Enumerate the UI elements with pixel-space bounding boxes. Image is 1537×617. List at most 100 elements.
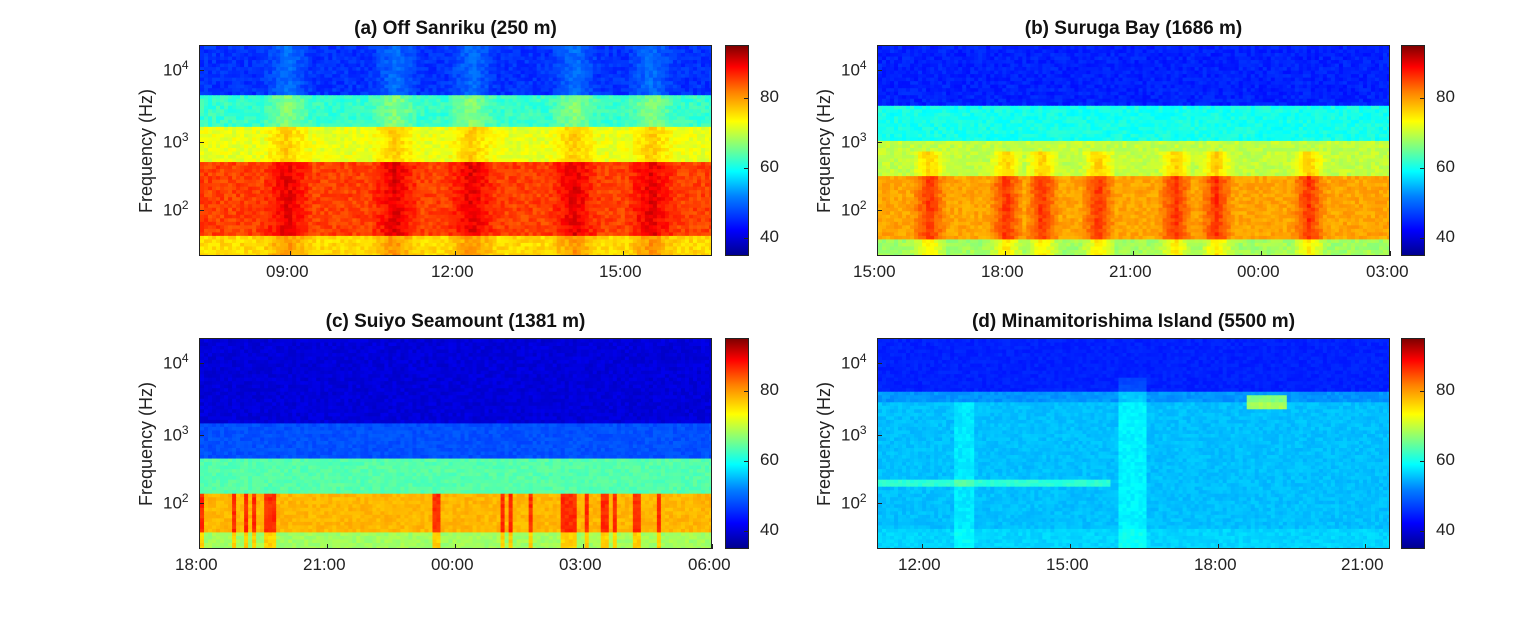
heatmap-cell: [584, 176, 590, 181]
heatmap-cell: [240, 49, 245, 54]
heatmap-cell: [276, 158, 281, 163]
heatmap-cell: [528, 137, 534, 142]
heatmap-cell: [260, 112, 265, 117]
heatmap-cell: [228, 112, 233, 117]
heatmap-cell: [596, 162, 602, 167]
heatmap-cell: [564, 105, 570, 110]
heatmap-cell: [344, 84, 349, 89]
heatmap-cell: [420, 140, 426, 146]
heatmap-cell: [340, 176, 345, 181]
heatmap-cell: [244, 119, 249, 124]
heatmap-cell: [292, 67, 297, 72]
heatmap-cell: [412, 155, 418, 160]
heatmap-cell: [696, 165, 702, 170]
heatmap-cell: [488, 172, 494, 177]
heatmap-cell: [256, 53, 261, 58]
heatmap-cell: [592, 162, 598, 167]
heatmap-cell: [260, 119, 265, 124]
heatmap-cell: [272, 151, 277, 156]
heatmap-cell: [340, 88, 345, 93]
heatmap-cell: [240, 56, 245, 61]
heatmap-cell: [312, 109, 317, 114]
heatmap-cell: [648, 137, 654, 142]
heatmap-cell: [296, 172, 301, 177]
heatmap-cell: [476, 130, 482, 135]
heatmap-cell: [368, 179, 373, 184]
heatmap-cell: [488, 123, 494, 128]
heatmap-cell: [200, 53, 205, 58]
heatmap-cell: [240, 53, 245, 58]
heatmap-cell: [348, 126, 353, 131]
heatmap-cell: [336, 67, 341, 72]
heatmap-cell: [500, 151, 506, 156]
heatmap-cell: [348, 56, 353, 61]
heatmap-cell: [456, 137, 462, 142]
heatmap-cell: [424, 158, 430, 163]
heatmap-cell: [296, 53, 301, 58]
heatmap-cell: [616, 130, 622, 135]
heatmap-cell: [688, 67, 694, 72]
heatmap-cell: [360, 109, 365, 114]
heatmap-cell: [276, 155, 281, 160]
heatmap-cell: [220, 137, 225, 142]
heatmap-cell: [320, 60, 325, 65]
heatmap-cell: [468, 74, 474, 79]
heatmap-cell: [424, 105, 430, 110]
heatmap-cell: [564, 179, 570, 184]
heatmap-cell: [440, 91, 446, 96]
heatmap-cell: [292, 70, 297, 75]
heatmap-cell: [676, 70, 682, 75]
heatmap-cell: [552, 74, 558, 79]
heatmap-cell: [456, 119, 462, 124]
heatmap-cell: [468, 49, 474, 54]
heatmap-cell: [224, 140, 229, 146]
heatmap-cell: [412, 67, 418, 72]
heatmap-cell: [700, 162, 706, 167]
heatmap-cell: [356, 53, 361, 58]
heatmap-cell: [704, 46, 710, 51]
heatmap-cell: [296, 77, 301, 82]
heatmap-cell: [212, 144, 217, 149]
heatmap-cell: [704, 155, 710, 160]
heatmap-cell: [684, 112, 690, 117]
heatmap-cell: [312, 112, 317, 117]
heatmap-cell: [520, 137, 526, 142]
heatmap-cell: [584, 172, 590, 177]
heatmap-cell: [416, 105, 422, 110]
heatmap-cell: [380, 109, 385, 114]
heatmap-cell: [396, 144, 401, 149]
heatmap-cell: [620, 172, 626, 177]
heatmap-cell: [632, 102, 638, 107]
heatmap-cell: [688, 81, 694, 86]
heatmap-cell: [296, 151, 301, 156]
heatmap-cell: [636, 63, 642, 68]
heatmap-cell: [580, 112, 586, 117]
heatmap-cell: [404, 112, 410, 117]
heatmap-cell: [228, 67, 233, 72]
heatmap-cell: [200, 91, 205, 96]
heatmap-cell: [612, 140, 618, 146]
heatmap-cell: [304, 109, 309, 114]
heatmap-cell: [480, 91, 486, 96]
heatmap-cell: [588, 112, 594, 117]
heatmap-cell: [284, 49, 289, 54]
heatmap-cell: [400, 63, 405, 68]
heatmap-cell: [288, 130, 293, 135]
heatmap-cell: [676, 123, 682, 128]
heatmap-cell: [556, 165, 562, 170]
heatmap-cell: [536, 56, 542, 61]
heatmap-cell: [384, 91, 389, 96]
heatmap-cell: [408, 60, 414, 65]
heatmap-cell: [468, 140, 474, 146]
heatmap-cell: [276, 133, 281, 139]
heatmap-cell: [408, 155, 414, 160]
heatmap-cell: [460, 109, 466, 114]
heatmap-cell: [556, 102, 562, 107]
heatmap-cell: [336, 176, 341, 181]
heatmap-cell: [240, 105, 245, 110]
heatmap-cell: [332, 126, 337, 131]
heatmap-cell: [452, 151, 458, 156]
heatmap-cell: [308, 112, 313, 117]
heatmap-cell: [316, 56, 321, 61]
heatmap-cell: [532, 123, 538, 128]
